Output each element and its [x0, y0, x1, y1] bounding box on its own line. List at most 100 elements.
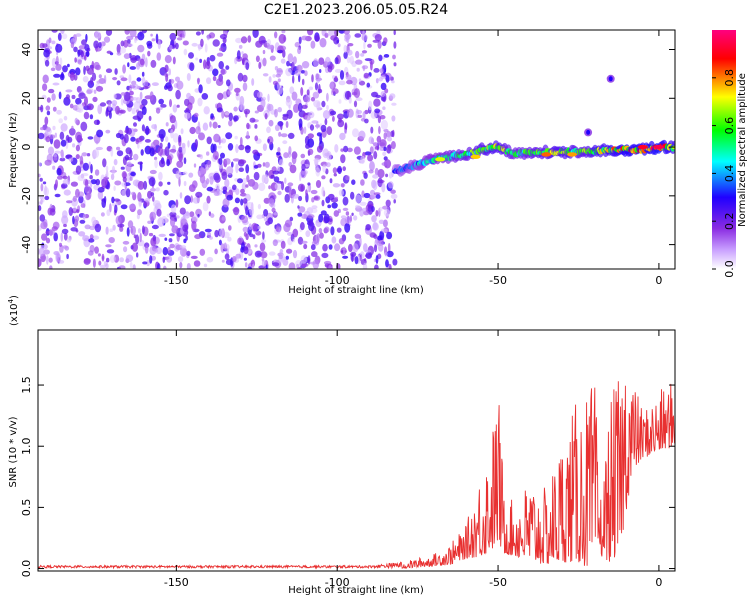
noise-blob: [321, 186, 325, 197]
y-tick-label: 1.5: [20, 376, 33, 394]
noise-blob: [131, 242, 138, 252]
noise-blob: [182, 171, 188, 175]
noise-blob: [226, 194, 233, 201]
noise-blob: [342, 255, 349, 259]
noise-blob: [360, 155, 366, 165]
noise-blob: [210, 213, 215, 218]
noise-blob: [346, 49, 353, 56]
noise-blob: [44, 159, 52, 166]
noise-blob: [133, 153, 139, 161]
noise-blob: [158, 233, 166, 237]
noise-blob: [241, 215, 249, 224]
noise-blob: [180, 245, 187, 249]
noise-blob: [179, 261, 183, 269]
noise-blob: [50, 67, 56, 72]
noise-blob: [203, 106, 210, 115]
noise-blob: [282, 140, 288, 145]
noise-blob: [300, 126, 304, 135]
noise-blob: [300, 222, 305, 231]
noise-blob: [212, 150, 219, 160]
noise-blob: [161, 216, 168, 224]
noise-blob: [334, 68, 342, 73]
noise-blob: [178, 134, 182, 143]
noise-blob: [105, 68, 113, 73]
noise-blob: [38, 205, 42, 212]
noise-blob: [118, 265, 126, 269]
noise-blob: [115, 105, 120, 115]
noise-blob: [171, 225, 179, 234]
noise-blob: [91, 216, 97, 225]
noise-blob: [357, 114, 363, 118]
noise-blob: [372, 174, 379, 179]
noise-blob: [333, 173, 337, 177]
noise-blob: [368, 169, 374, 174]
noise-blob: [163, 265, 167, 269]
colorbar-tick-label: 0.6: [723, 117, 736, 135]
noise-blob: [267, 138, 270, 143]
noise-blob: [133, 122, 137, 127]
noise-blob: [305, 143, 311, 149]
noise-blob: [75, 165, 82, 175]
colorbar: 0.0 0.2 0.4 0.6 0.8 Normalized spectral ampl…: [712, 30, 748, 278]
noise-blob: [364, 109, 369, 115]
noise-blob: [281, 30, 286, 34]
noise-blob: [352, 243, 359, 253]
noise-blob: [78, 92, 86, 99]
noise-blob: [218, 157, 223, 165]
noise-blob: [169, 99, 172, 108]
noise-blob: [84, 54, 87, 61]
noise-blob: [128, 74, 132, 84]
noise-blob: [244, 262, 248, 268]
noise-blob: [321, 252, 329, 259]
noise-blob: [303, 243, 308, 250]
noise-blob: [38, 162, 42, 167]
noise-blob: [274, 182, 282, 191]
noise-blob: [387, 181, 394, 189]
noise-blob: [339, 132, 346, 141]
noise-blob: [186, 250, 191, 257]
noise-blob: [83, 65, 86, 75]
noise-blob: [228, 120, 233, 127]
noise-blob: [319, 69, 322, 73]
noise-blob: [187, 102, 193, 111]
noise-blob: [308, 86, 313, 91]
noise-blob: [301, 163, 306, 172]
noise-blob: [384, 251, 388, 257]
noise-blob: [198, 84, 203, 94]
noise-blob: [300, 255, 307, 265]
colorbar-ticks: 0.0 0.2 0.4 0.6 0.8: [712, 69, 736, 278]
noise-blob: [53, 139, 61, 149]
signal-peak: [567, 152, 578, 157]
x-tick-label: -100: [325, 274, 350, 287]
noise-blob: [132, 115, 140, 120]
noise-blob: [322, 243, 328, 252]
noise-blob: [342, 166, 347, 172]
noise-blob: [206, 136, 212, 145]
noise-blob: [169, 115, 176, 124]
noise-blob: [360, 179, 365, 186]
noise-blob: [338, 80, 346, 86]
snr-panel: -150 -100 -50 0 0.0 0.5 1.0 1.5 Height of strai…: [7, 295, 676, 596]
noise-blob: [314, 35, 321, 42]
noise-blob: [65, 94, 70, 100]
noise-blob: [353, 215, 358, 221]
noise-blob: [112, 77, 118, 81]
noise-blob: [178, 153, 183, 162]
noise-blob: [379, 115, 386, 120]
noise-blob: [151, 124, 157, 130]
noise-blob: [235, 92, 239, 97]
noise-blob: [383, 37, 388, 44]
noise-blob: [59, 57, 63, 66]
noise-blob: [87, 250, 94, 256]
noise-blob: [268, 76, 272, 83]
noise-blob: [221, 259, 225, 263]
noise-blob: [195, 191, 203, 198]
noise-blob: [300, 87, 304, 96]
noise-blob: [164, 237, 168, 241]
noise-blob: [119, 75, 125, 79]
noise-blob: [121, 182, 127, 187]
noise-blob: [307, 214, 315, 219]
noise-blob: [273, 212, 278, 216]
x-tick-label: -150: [164, 274, 189, 287]
noise-blob: [383, 54, 390, 58]
